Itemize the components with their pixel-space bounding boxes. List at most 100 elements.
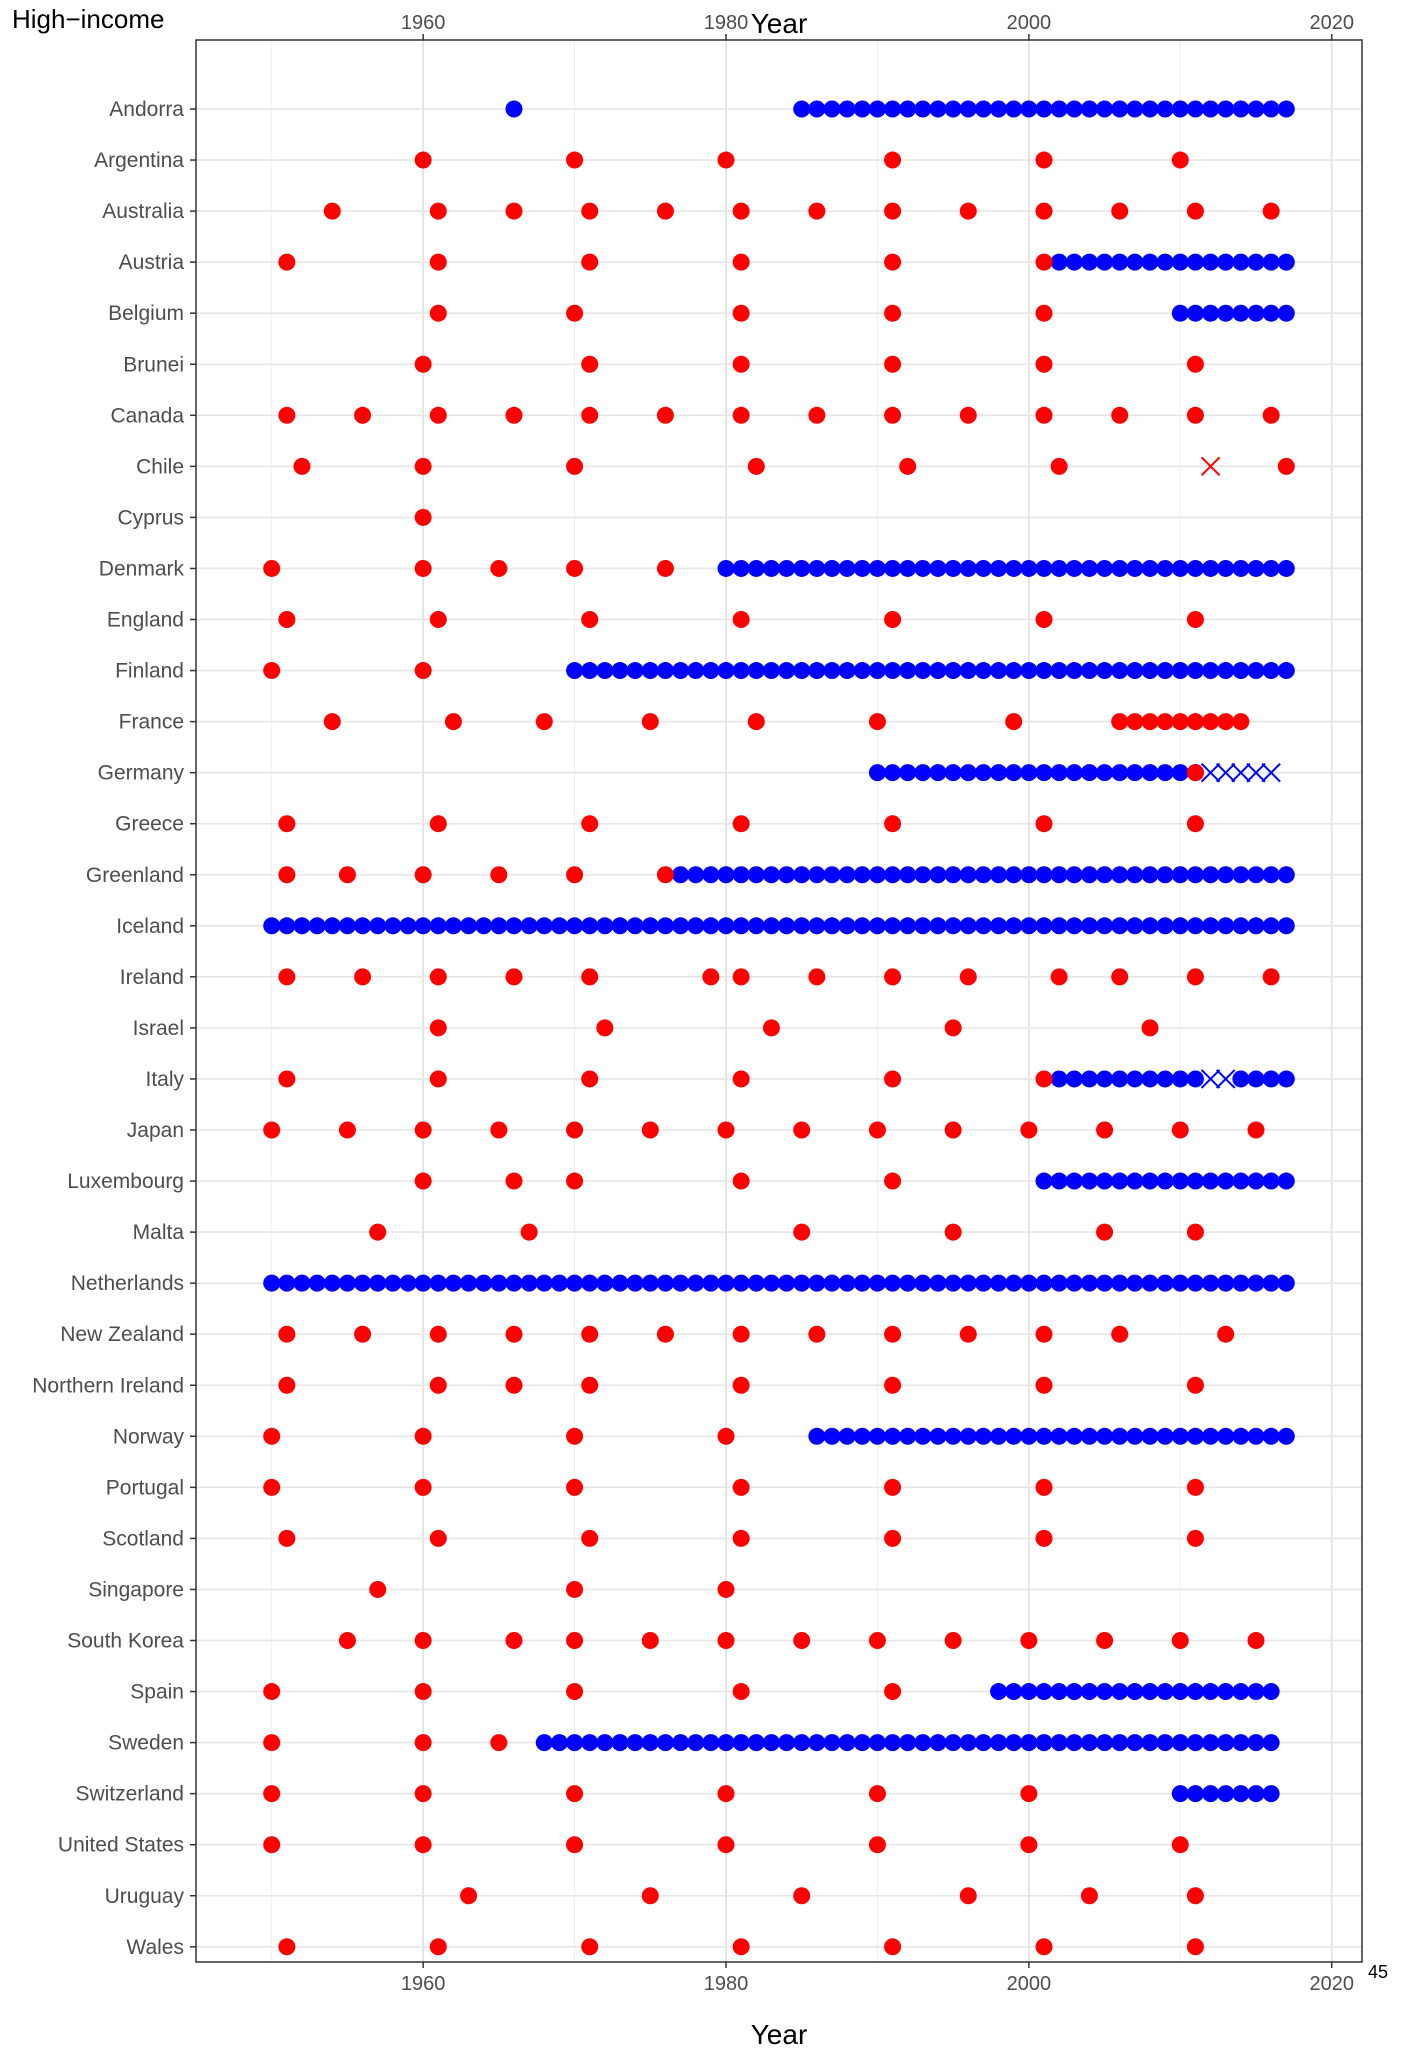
blue-point (1262, 304, 1280, 322)
red-point (1141, 713, 1159, 731)
red-point (1020, 1121, 1038, 1139)
blue-point (1020, 764, 1038, 782)
blue-point (747, 1734, 765, 1752)
blue-point (702, 1734, 720, 1752)
blue-point (1126, 1683, 1144, 1701)
blue-point (853, 917, 871, 935)
red-point (263, 1478, 281, 1496)
red-point (1126, 713, 1144, 731)
red-point (732, 406, 750, 424)
blue-point (354, 917, 372, 935)
blue-point (1141, 662, 1159, 680)
red-point (732, 1376, 750, 1394)
red-point (1156, 713, 1174, 731)
blue-point (672, 917, 690, 935)
red-point (460, 1887, 478, 1905)
blue-point (1111, 1683, 1129, 1701)
red-point (1262, 968, 1280, 986)
red-point (1035, 1070, 1053, 1088)
blue-point (929, 1274, 947, 1292)
red-point (793, 1887, 811, 1905)
blue-point (581, 1734, 599, 1752)
blue-point (641, 1734, 659, 1752)
blue-point (1217, 1274, 1235, 1292)
red-point (414, 1427, 432, 1445)
tick-label-x-top: 2020 (1309, 12, 1354, 34)
blue-point (1262, 253, 1280, 271)
red-point (429, 1070, 447, 1088)
blue-point (1277, 1172, 1295, 1190)
blue-point (808, 917, 826, 935)
blue-point (1080, 559, 1098, 577)
blue-point (687, 1274, 705, 1292)
blue-point (1262, 1070, 1280, 1088)
blue-point (914, 1274, 932, 1292)
blue-point (611, 662, 629, 680)
red-point (884, 1478, 902, 1496)
red-point (732, 304, 750, 322)
red-point (959, 202, 977, 220)
blue-point (1156, 1683, 1174, 1701)
blue-point (944, 559, 962, 577)
blue-point (1111, 1734, 1129, 1752)
red-point (581, 611, 599, 628)
blue-point (762, 1274, 780, 1292)
blue-point (990, 917, 1008, 935)
blue-cross-point (1200, 1069, 1221, 1089)
blue-point (1247, 1683, 1265, 1701)
blue-point (1096, 1274, 1114, 1292)
red-point (369, 1223, 387, 1241)
blue-point (778, 662, 796, 680)
blue-point (793, 1274, 811, 1292)
red-point (899, 457, 917, 475)
red-point (414, 1734, 432, 1752)
blue-point (1141, 559, 1159, 577)
x-axis-title-top: Year (751, 8, 808, 39)
red-point (1096, 1121, 1114, 1139)
blue-point (1232, 1172, 1250, 1190)
blue-point (1035, 1734, 1053, 1752)
blue-point (929, 1734, 947, 1752)
blue-point (293, 917, 311, 935)
blue-point (1096, 1734, 1114, 1752)
red-point (884, 1938, 902, 1956)
blue-point (1126, 662, 1144, 680)
blue-point (414, 1274, 432, 1292)
blue-point (702, 917, 720, 935)
blue-point (1262, 662, 1280, 680)
blue-point (1035, 764, 1053, 782)
blue-point (611, 1274, 629, 1292)
blue-point (672, 1274, 690, 1292)
blue-point (747, 559, 765, 577)
blue-point (384, 917, 402, 935)
blue-point (1247, 1734, 1265, 1752)
red-point (884, 1325, 902, 1343)
blue-point (914, 764, 932, 782)
blue-point (1247, 304, 1265, 322)
blue-point (1217, 1785, 1235, 1803)
blue-point (1232, 1785, 1250, 1803)
blue-point (1232, 917, 1250, 935)
blue-point (1202, 1427, 1220, 1445)
red-point (959, 406, 977, 424)
red-point (566, 1121, 584, 1139)
blue-point (1111, 866, 1129, 884)
red-point (884, 815, 902, 833)
blue-point (687, 866, 705, 884)
blue-point (1020, 559, 1038, 577)
blue-point (838, 100, 856, 118)
blue-point (1186, 559, 1204, 577)
red-point (414, 1683, 432, 1701)
red-point (884, 1376, 902, 1394)
blue-point (1217, 1734, 1235, 1752)
red-point (884, 202, 902, 220)
red-point (717, 1785, 735, 1803)
red-point (944, 1019, 962, 1037)
tick-label-x-top: 1960 (401, 12, 446, 34)
blue-point (1050, 1070, 1068, 1088)
blue-point (641, 1274, 659, 1292)
axes: Andorra Argentina Australia Austria Belgium B… (32, 12, 1354, 1995)
blue-point (1111, 253, 1129, 271)
blue-point (641, 662, 659, 680)
blue-point (1111, 917, 1129, 935)
